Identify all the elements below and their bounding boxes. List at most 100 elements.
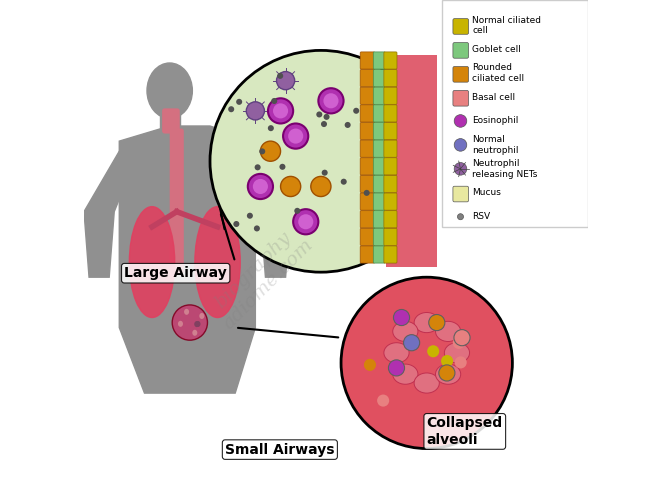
FancyBboxPatch shape: [442, 0, 588, 227]
Circle shape: [319, 88, 343, 113]
Circle shape: [261, 141, 281, 161]
FancyBboxPatch shape: [374, 70, 386, 87]
Circle shape: [246, 102, 264, 120]
Circle shape: [281, 176, 301, 197]
FancyBboxPatch shape: [360, 158, 375, 175]
Circle shape: [455, 356, 467, 368]
FancyBboxPatch shape: [374, 122, 386, 140]
FancyBboxPatch shape: [384, 211, 397, 228]
FancyBboxPatch shape: [384, 158, 397, 175]
FancyBboxPatch shape: [384, 105, 397, 122]
Ellipse shape: [147, 63, 192, 118]
FancyBboxPatch shape: [169, 129, 183, 275]
Text: Normal ciliated
cell: Normal ciliated cell: [472, 16, 541, 35]
FancyBboxPatch shape: [360, 70, 375, 87]
Text: Collapsed
alveoli: Collapsed alveoli: [427, 416, 503, 447]
Circle shape: [439, 365, 455, 381]
FancyBboxPatch shape: [384, 228, 397, 245]
PathPatch shape: [120, 126, 255, 393]
Circle shape: [268, 98, 293, 123]
Circle shape: [298, 214, 313, 229]
Ellipse shape: [384, 343, 409, 363]
FancyBboxPatch shape: [386, 55, 437, 267]
Circle shape: [323, 93, 339, 108]
Circle shape: [310, 176, 331, 197]
Circle shape: [255, 164, 261, 170]
Circle shape: [248, 174, 273, 199]
Circle shape: [341, 179, 347, 185]
Ellipse shape: [458, 214, 464, 220]
FancyBboxPatch shape: [384, 122, 397, 140]
Circle shape: [364, 190, 370, 196]
Text: Large Airway: Large Airway: [124, 266, 227, 280]
Circle shape: [429, 314, 445, 331]
Circle shape: [345, 122, 351, 128]
FancyBboxPatch shape: [160, 106, 179, 136]
FancyBboxPatch shape: [360, 122, 375, 140]
PathPatch shape: [84, 151, 134, 277]
FancyBboxPatch shape: [384, 52, 397, 69]
Ellipse shape: [184, 309, 189, 315]
FancyBboxPatch shape: [453, 186, 468, 202]
Circle shape: [280, 164, 286, 170]
FancyBboxPatch shape: [384, 175, 397, 193]
Circle shape: [247, 213, 253, 219]
Circle shape: [454, 330, 470, 346]
Circle shape: [253, 179, 268, 194]
Circle shape: [364, 359, 376, 371]
FancyBboxPatch shape: [384, 140, 397, 157]
FancyBboxPatch shape: [360, 140, 375, 157]
Circle shape: [403, 335, 419, 351]
FancyBboxPatch shape: [374, 175, 386, 193]
Ellipse shape: [172, 305, 208, 340]
Circle shape: [441, 355, 453, 367]
Ellipse shape: [454, 139, 467, 151]
FancyBboxPatch shape: [374, 52, 386, 69]
Circle shape: [254, 225, 260, 231]
Circle shape: [233, 221, 239, 227]
Text: Mucus: Mucus: [472, 188, 501, 197]
FancyBboxPatch shape: [453, 91, 468, 106]
FancyBboxPatch shape: [453, 43, 468, 58]
Circle shape: [427, 345, 439, 357]
Ellipse shape: [195, 207, 241, 318]
Circle shape: [353, 108, 360, 114]
FancyBboxPatch shape: [374, 246, 386, 263]
Circle shape: [288, 129, 303, 144]
Circle shape: [323, 114, 329, 120]
Ellipse shape: [444, 343, 470, 363]
Ellipse shape: [196, 321, 200, 327]
Circle shape: [294, 208, 300, 214]
Text: Small Airways: Small Airways: [225, 443, 335, 457]
Circle shape: [377, 395, 389, 407]
Text: biography
adiome.com: biography adiome.com: [204, 221, 317, 333]
Circle shape: [283, 123, 308, 149]
FancyBboxPatch shape: [162, 108, 179, 134]
FancyBboxPatch shape: [360, 228, 375, 245]
FancyBboxPatch shape: [453, 67, 468, 82]
PathPatch shape: [241, 151, 290, 277]
FancyBboxPatch shape: [360, 211, 375, 228]
FancyBboxPatch shape: [453, 19, 468, 34]
Ellipse shape: [392, 364, 418, 384]
Text: Goblet cell: Goblet cell: [472, 45, 521, 53]
Circle shape: [268, 125, 274, 131]
Ellipse shape: [454, 163, 467, 175]
Ellipse shape: [392, 322, 418, 342]
Text: Rounded
ciliated cell: Rounded ciliated cell: [472, 64, 524, 83]
Circle shape: [341, 277, 513, 449]
FancyBboxPatch shape: [374, 211, 386, 228]
FancyBboxPatch shape: [360, 193, 375, 210]
Circle shape: [228, 106, 235, 112]
Circle shape: [317, 111, 323, 117]
Ellipse shape: [194, 321, 200, 327]
Circle shape: [273, 103, 288, 118]
FancyBboxPatch shape: [374, 140, 386, 157]
Ellipse shape: [414, 312, 439, 333]
Ellipse shape: [435, 364, 461, 384]
Circle shape: [236, 99, 242, 105]
FancyBboxPatch shape: [384, 246, 397, 263]
Ellipse shape: [129, 207, 175, 318]
FancyBboxPatch shape: [360, 175, 375, 193]
Circle shape: [271, 98, 278, 104]
